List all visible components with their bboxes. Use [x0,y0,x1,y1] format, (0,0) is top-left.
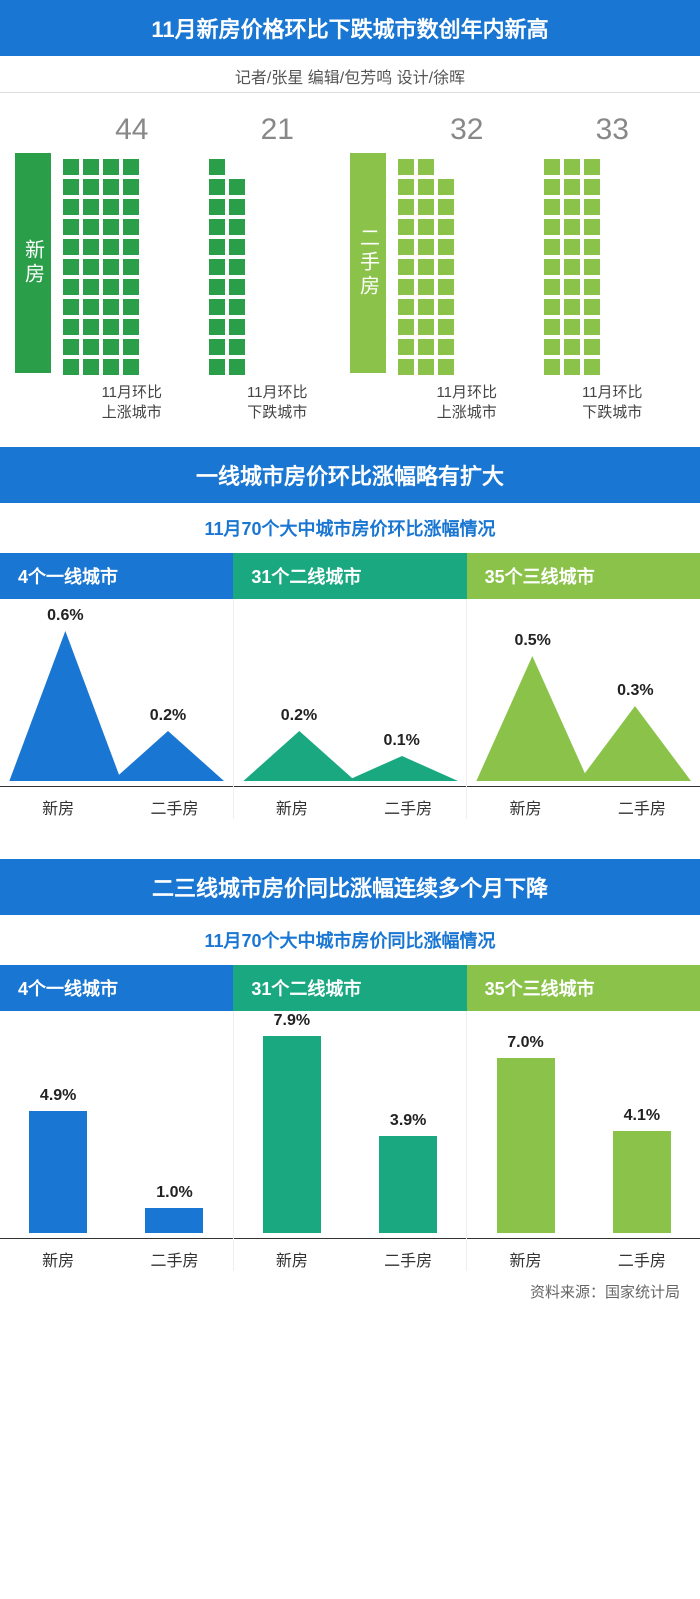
bar-label: 4.9% [40,1087,76,1105]
bar: 3.9% [379,1136,437,1234]
peak-label: 0.6% [47,607,83,625]
picto-value: 33 [540,113,686,147]
bar-label: 1.0% [156,1184,192,1202]
source-text: 资料来源：国家统计局 [0,1271,700,1320]
main-title: 11月新房价格环比下跌城市数创年内新高 [0,0,700,56]
x-label: 二手房 [116,1239,232,1271]
x-label: 新房 [467,1239,583,1271]
byline: 记者/张星 编辑/包芳鸣 设计/徐晖 [0,56,700,93]
dot-grid [540,155,686,375]
tier-tab: 31个二线城市 [233,965,466,1011]
tier-tab: 4个一线城市 [0,553,233,599]
dot-grid [394,155,540,375]
picto-label: 11月环比下跌城市 [540,383,686,422]
section3-tabs: 4个一线城市31个二线城市35个三线城市 [0,965,700,1011]
pictogram-section: 新房44 11月环比上涨城市 21 11月环比下跌城市 二手房32 11月环比上涨城市 33… [0,113,700,447]
x-label: 新房 [234,1239,350,1271]
tier-tab: 4个一线城市 [0,965,233,1011]
x-label: 新房 [234,787,350,819]
section2-tabs: 4个一线城市31个二线城市35个三线城市 [0,553,700,599]
bar: 7.0% [497,1058,555,1233]
section3-title: 二三线城市房价同比涨幅连续多个月下降 [0,859,700,915]
bar-label: 7.0% [507,1034,543,1052]
x-label: 新房 [0,787,116,819]
bar-label: 4.1% [624,1107,660,1125]
x-label: 二手房 [350,787,466,819]
bar: 1.0% [145,1208,203,1233]
peak-label: 0.1% [383,732,419,750]
x-label: 新房 [0,1239,116,1271]
bar: 7.9% [263,1036,321,1234]
x-label: 二手房 [116,787,232,819]
picto-label: 11月环比下跌城市 [205,383,351,422]
dot-grid [59,155,205,375]
bar: 4.9% [29,1111,87,1234]
category-band: 二手房 [350,153,386,373]
triangle-chart: 0.6%0.2%新房二手房0.2%0.1%新房二手房0.5%0.3%新房二手房 [0,599,700,819]
peak-label: 0.2% [150,707,186,725]
picto-label: 11月环比上涨城市 [394,383,540,422]
bar-label: 3.9% [390,1112,426,1130]
tier-tab: 35个三线城市 [467,553,700,599]
section2-subtitle: 11月70个大中城市房价环比涨幅情况 [0,503,700,547]
picto-value: 21 [205,113,351,147]
bar-chart: 4.9%1.0%新房二手房7.9%3.9%新房二手房7.0%4.1%新房二手房 [0,1011,700,1271]
tier-tab: 31个二线城市 [233,553,466,599]
x-label: 新房 [467,787,583,819]
x-label: 二手房 [584,1239,700,1271]
x-label: 二手房 [350,1239,466,1271]
picto-label: 11月环比上涨城市 [59,383,205,422]
dot-grid [205,155,351,375]
peak-label: 0.3% [617,682,653,700]
category-band: 新房 [15,153,51,373]
tier-tab: 35个三线城市 [467,965,700,1011]
picto-value: 44 [59,113,205,147]
section3-subtitle: 11月70个大中城市房价同比涨幅情况 [0,915,700,959]
picto-value: 32 [394,113,540,147]
bar-label: 7.9% [274,1012,310,1030]
section2-title: 一线城市房价环比涨幅略有扩大 [0,447,700,503]
x-label: 二手房 [584,787,700,819]
bar: 4.1% [613,1131,671,1234]
